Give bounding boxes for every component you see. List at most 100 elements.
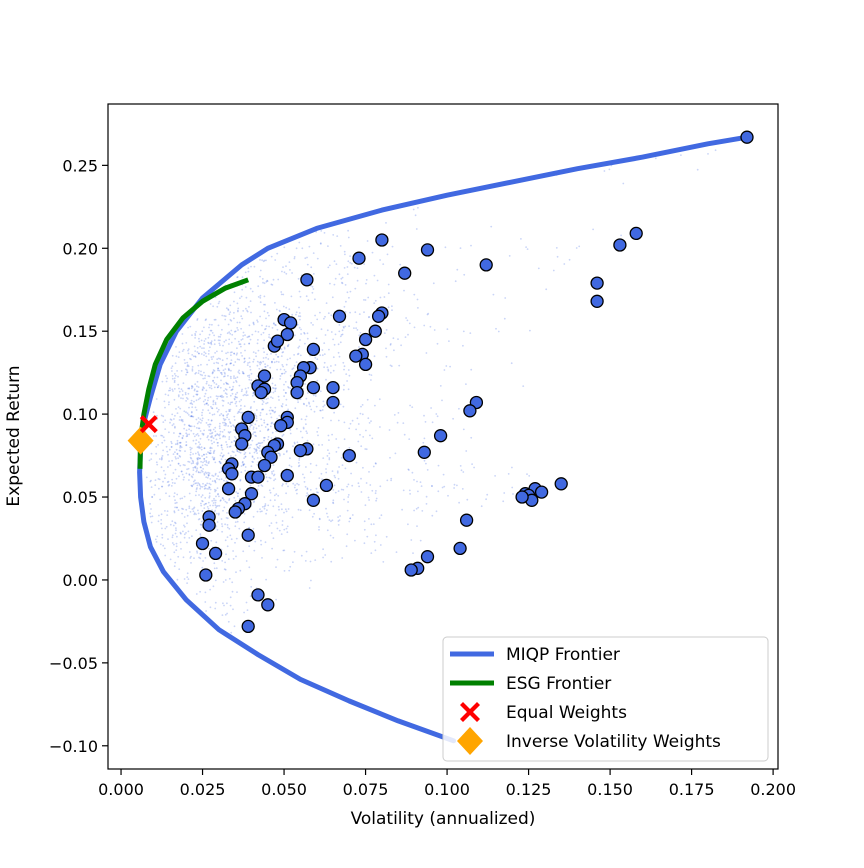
- simulated-portfolio-point: [331, 433, 333, 436]
- simulated-portfolio-point: [320, 230, 323, 232]
- simulated-portfolio-point: [199, 523, 202, 526]
- simulated-portfolio-point: [199, 430, 202, 432]
- simulated-portfolio-point: [189, 415, 192, 418]
- simulated-portfolio-point: [259, 442, 262, 445]
- simulated-portfolio-point: [184, 450, 186, 452]
- simulated-portfolio-point: [189, 451, 192, 454]
- simulated-portfolio-point: [185, 508, 188, 511]
- simulated-portfolio-point: [224, 424, 227, 427]
- simulated-portfolio-point: [197, 518, 200, 521]
- simulated-portfolio-point: [197, 482, 200, 484]
- simulated-portfolio-point: [218, 342, 221, 345]
- simulated-portfolio-point: [240, 408, 242, 410]
- asset-point: [199, 568, 213, 582]
- y-tick-label: 0.10: [62, 405, 98, 424]
- simulated-portfolio-point: [240, 471, 243, 474]
- simulated-portfolio-point: [305, 423, 307, 426]
- simulated-portfolio-point: [196, 318, 199, 320]
- simulated-portfolio-point: [181, 420, 184, 423]
- simulated-portfolio-point: [211, 358, 213, 360]
- simulated-portfolio-point: [216, 305, 219, 308]
- simulated-portfolio-point: [199, 457, 201, 460]
- simulated-portfolio-point: [240, 411, 243, 414]
- simulated-portfolio-point: [271, 397, 274, 399]
- simulated-portfolio-point: [208, 359, 210, 362]
- simulated-portfolio-point: [212, 452, 215, 455]
- simulated-portfolio-point: [244, 456, 247, 458]
- simulated-portfolio-point: [363, 542, 366, 545]
- simulated-portfolio-point: [309, 405, 311, 408]
- simulated-portfolio-point: [268, 524, 271, 527]
- simulated-portfolio-point: [238, 411, 241, 413]
- simulated-portfolio-point: [231, 392, 234, 395]
- simulated-portfolio-point: [278, 529, 281, 532]
- simulated-portfolio-point: [179, 445, 182, 447]
- simulated-portfolio-point: [465, 383, 467, 385]
- simulated-portfolio-point: [150, 486, 153, 488]
- x-tick-label: 0.125: [506, 780, 552, 799]
- simulated-portfolio-point: [375, 497, 378, 500]
- simulated-portfolio-point: [197, 417, 200, 419]
- simulated-portfolio-point: [429, 325, 432, 328]
- simulated-portfolio-point: [445, 365, 448, 367]
- simulated-portfolio-point: [195, 427, 198, 429]
- simulated-portfolio-point: [243, 521, 246, 524]
- simulated-portfolio-point: [310, 322, 313, 324]
- simulated-portfolio-point: [150, 452, 153, 455]
- series-layer: [127, 130, 754, 744]
- simulated-portfolio-point: [198, 427, 201, 430]
- simulated-portfolio-point: [226, 501, 228, 504]
- simulated-portfolio-point: [216, 487, 219, 489]
- simulated-portfolio-point: [224, 375, 226, 377]
- simulated-portfolio-point: [212, 401, 215, 403]
- simulated-portfolio-point: [355, 321, 358, 324]
- simulated-portfolio-point: [219, 422, 221, 425]
- simulated-portfolio-point: [373, 274, 376, 277]
- simulated-portfolio-point: [205, 472, 208, 475]
- simulated-portfolio-point: [233, 352, 236, 355]
- simulated-portfolio-point: [197, 427, 200, 430]
- simulated-portfolio-point: [230, 389, 233, 392]
- simulated-portfolio-point: [400, 344, 402, 347]
- simulated-portfolio-point: [155, 461, 158, 464]
- simulated-portfolio-point: [314, 395, 317, 397]
- asset-point: [420, 550, 435, 564]
- simulated-portfolio-point: [174, 561, 177, 564]
- simulated-portfolio-point: [149, 515, 152, 518]
- simulated-portfolio-point: [327, 266, 330, 269]
- simulated-portfolio-point: [176, 452, 179, 455]
- simulated-portfolio-point: [216, 433, 219, 435]
- simulated-portfolio-point: [248, 566, 251, 569]
- simulated-portfolio-point: [280, 291, 283, 293]
- simulated-portfolio-point: [217, 444, 219, 447]
- simulated-portfolio-point: [568, 258, 571, 261]
- simulated-portfolio-point: [175, 477, 178, 480]
- simulated-portfolio-point: [411, 471, 414, 474]
- simulated-portfolio-point: [203, 458, 206, 460]
- simulated-portfolio-point: [188, 387, 191, 390]
- simulated-portfolio-point: [264, 363, 266, 365]
- simulated-portfolio-point: [260, 484, 263, 486]
- simulated-portfolio-point: [195, 399, 198, 402]
- simulated-portfolio-point: [211, 500, 214, 502]
- simulated-portfolio-point: [204, 497, 207, 499]
- simulated-portfolio-point: [212, 379, 215, 382]
- simulated-portfolio-point: [313, 512, 315, 515]
- simulated-portfolio-point: [282, 483, 284, 485]
- simulated-portfolio-point: [263, 436, 265, 439]
- simulated-portfolio-point: [273, 479, 275, 482]
- simulated-portfolio-point: [237, 309, 239, 312]
- simulated-portfolio-point: [295, 247, 298, 250]
- simulated-portfolio-point: [192, 473, 195, 476]
- simulated-portfolio-point: [218, 425, 221, 428]
- simulated-portfolio-point: [223, 389, 225, 392]
- x-tick-label: 0.075: [343, 780, 389, 799]
- simulated-portfolio-point: [185, 444, 188, 447]
- simulated-portfolio-point: [292, 367, 295, 370]
- simulated-portfolio-point: [214, 481, 217, 484]
- simulated-portfolio-point: [237, 329, 239, 331]
- simulated-portfolio-point: [237, 340, 240, 343]
- simulated-portfolio-point: [160, 513, 163, 516]
- simulated-portfolio-point: [326, 463, 329, 465]
- simulated-portfolio-point: [242, 372, 244, 375]
